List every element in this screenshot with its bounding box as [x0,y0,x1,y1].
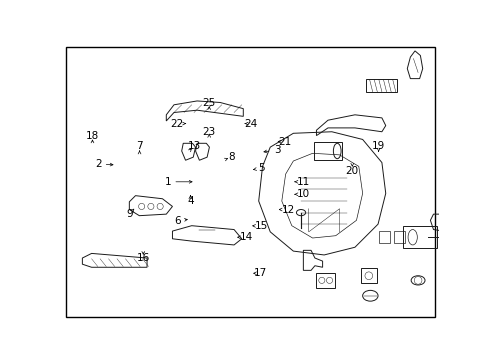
Text: 2: 2 [95,159,101,169]
Bar [447,261,488,280]
Text: 15: 15 [255,221,268,231]
Text: 24: 24 [244,118,257,129]
Text: 13: 13 [187,141,201,151]
Text: 20: 20 [345,166,358,176]
Text: 17: 17 [253,268,266,278]
Text: 21: 21 [277,136,290,147]
Text: 10: 10 [296,189,309,199]
Text: 12: 12 [281,204,294,215]
Text: 1: 1 [164,177,171,187]
Bar [316,273,334,288]
Bar [403,226,436,248]
Text: 25: 25 [202,98,215,108]
Text: 5: 5 [258,163,264,173]
Text: 23: 23 [202,127,215,137]
Text: 9: 9 [126,209,133,219]
Text: 14: 14 [240,232,253,242]
Text: 19: 19 [371,141,385,151]
Text: 6: 6 [174,216,180,226]
Text: 22: 22 [170,118,183,129]
Text: 16: 16 [137,253,150,263]
Bar [378,231,389,243]
Bar [313,142,341,160]
Text: 8: 8 [228,152,235,162]
Text: 7: 7 [136,141,142,151]
Text: 18: 18 [86,131,99,141]
Bar [393,231,404,243]
Text: 4: 4 [187,196,193,206]
Text: 11: 11 [296,177,309,187]
Bar [360,268,376,283]
Text: 3: 3 [273,145,280,155]
